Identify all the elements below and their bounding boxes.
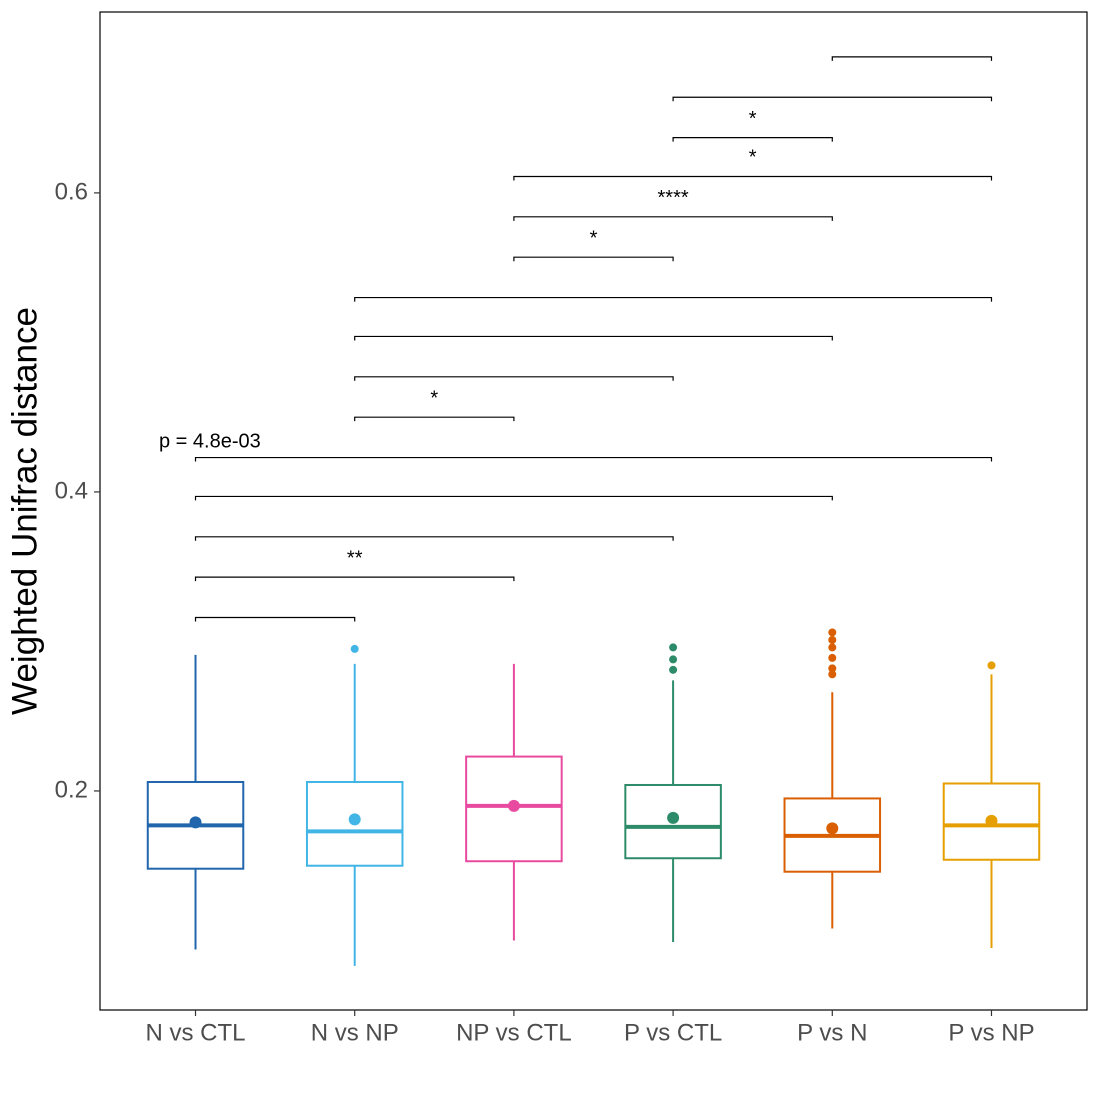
y-tick-label: 0.6 <box>55 178 88 205</box>
outlier <box>828 628 837 637</box>
y-axis-title: Weighted Unifrac distance <box>5 307 44 715</box>
p-value-annotation: p = 4.8e-03 <box>159 430 261 452</box>
mean-point <box>507 799 520 812</box>
significance-label: * <box>430 387 438 409</box>
outlier <box>828 643 837 652</box>
significance-bracket <box>354 416 515 422</box>
significance-bracket <box>194 456 993 462</box>
y-tick-label: 0.4 <box>55 477 88 504</box>
significance-bracket <box>194 495 833 501</box>
x-tick-label: P vs N <box>797 1019 867 1046</box>
x-tick-label: N vs NP <box>311 1019 399 1046</box>
outlier <box>828 635 837 644</box>
outlier <box>987 661 996 670</box>
significance-bracket <box>513 216 833 221</box>
significance-bracket <box>194 536 674 541</box>
x-tick-label: P vs CTL <box>624 1019 722 1046</box>
mean-point <box>985 814 998 827</box>
y-tick-label: 0.2 <box>55 776 88 803</box>
significance-label: * <box>749 147 757 169</box>
outlier <box>669 655 678 664</box>
outlier <box>828 670 837 679</box>
mean-point <box>826 822 839 835</box>
significance-bracket <box>354 376 674 381</box>
significance-bracket <box>672 136 833 142</box>
significance-bracket <box>513 175 993 181</box>
significance-label: ** <box>347 547 363 569</box>
x-tick-label: NP vs CTL <box>456 1019 572 1046</box>
plot-frame <box>99 11 1088 1011</box>
mean-point <box>348 813 361 826</box>
x-tick-label: N vs CTL <box>146 1019 246 1046</box>
significance-label: **** <box>658 187 689 209</box>
significance-bracket <box>831 56 993 61</box>
significance-bracket <box>194 576 515 582</box>
outlier <box>669 665 678 674</box>
mean-point <box>189 816 202 829</box>
outlier <box>828 664 837 673</box>
outlier <box>350 644 359 653</box>
x-tick-label: P vs NP <box>948 1019 1034 1046</box>
significance-label: * <box>590 227 598 249</box>
significance-label: * <box>749 108 757 130</box>
significance-bracket <box>194 616 356 622</box>
outlier <box>828 653 837 662</box>
mean-point <box>667 811 680 824</box>
significance-bracket <box>354 335 833 341</box>
outlier <box>669 643 678 652</box>
significance-bracket <box>672 96 993 102</box>
significance-bracket <box>513 256 674 262</box>
significance-bracket <box>354 296 993 302</box>
